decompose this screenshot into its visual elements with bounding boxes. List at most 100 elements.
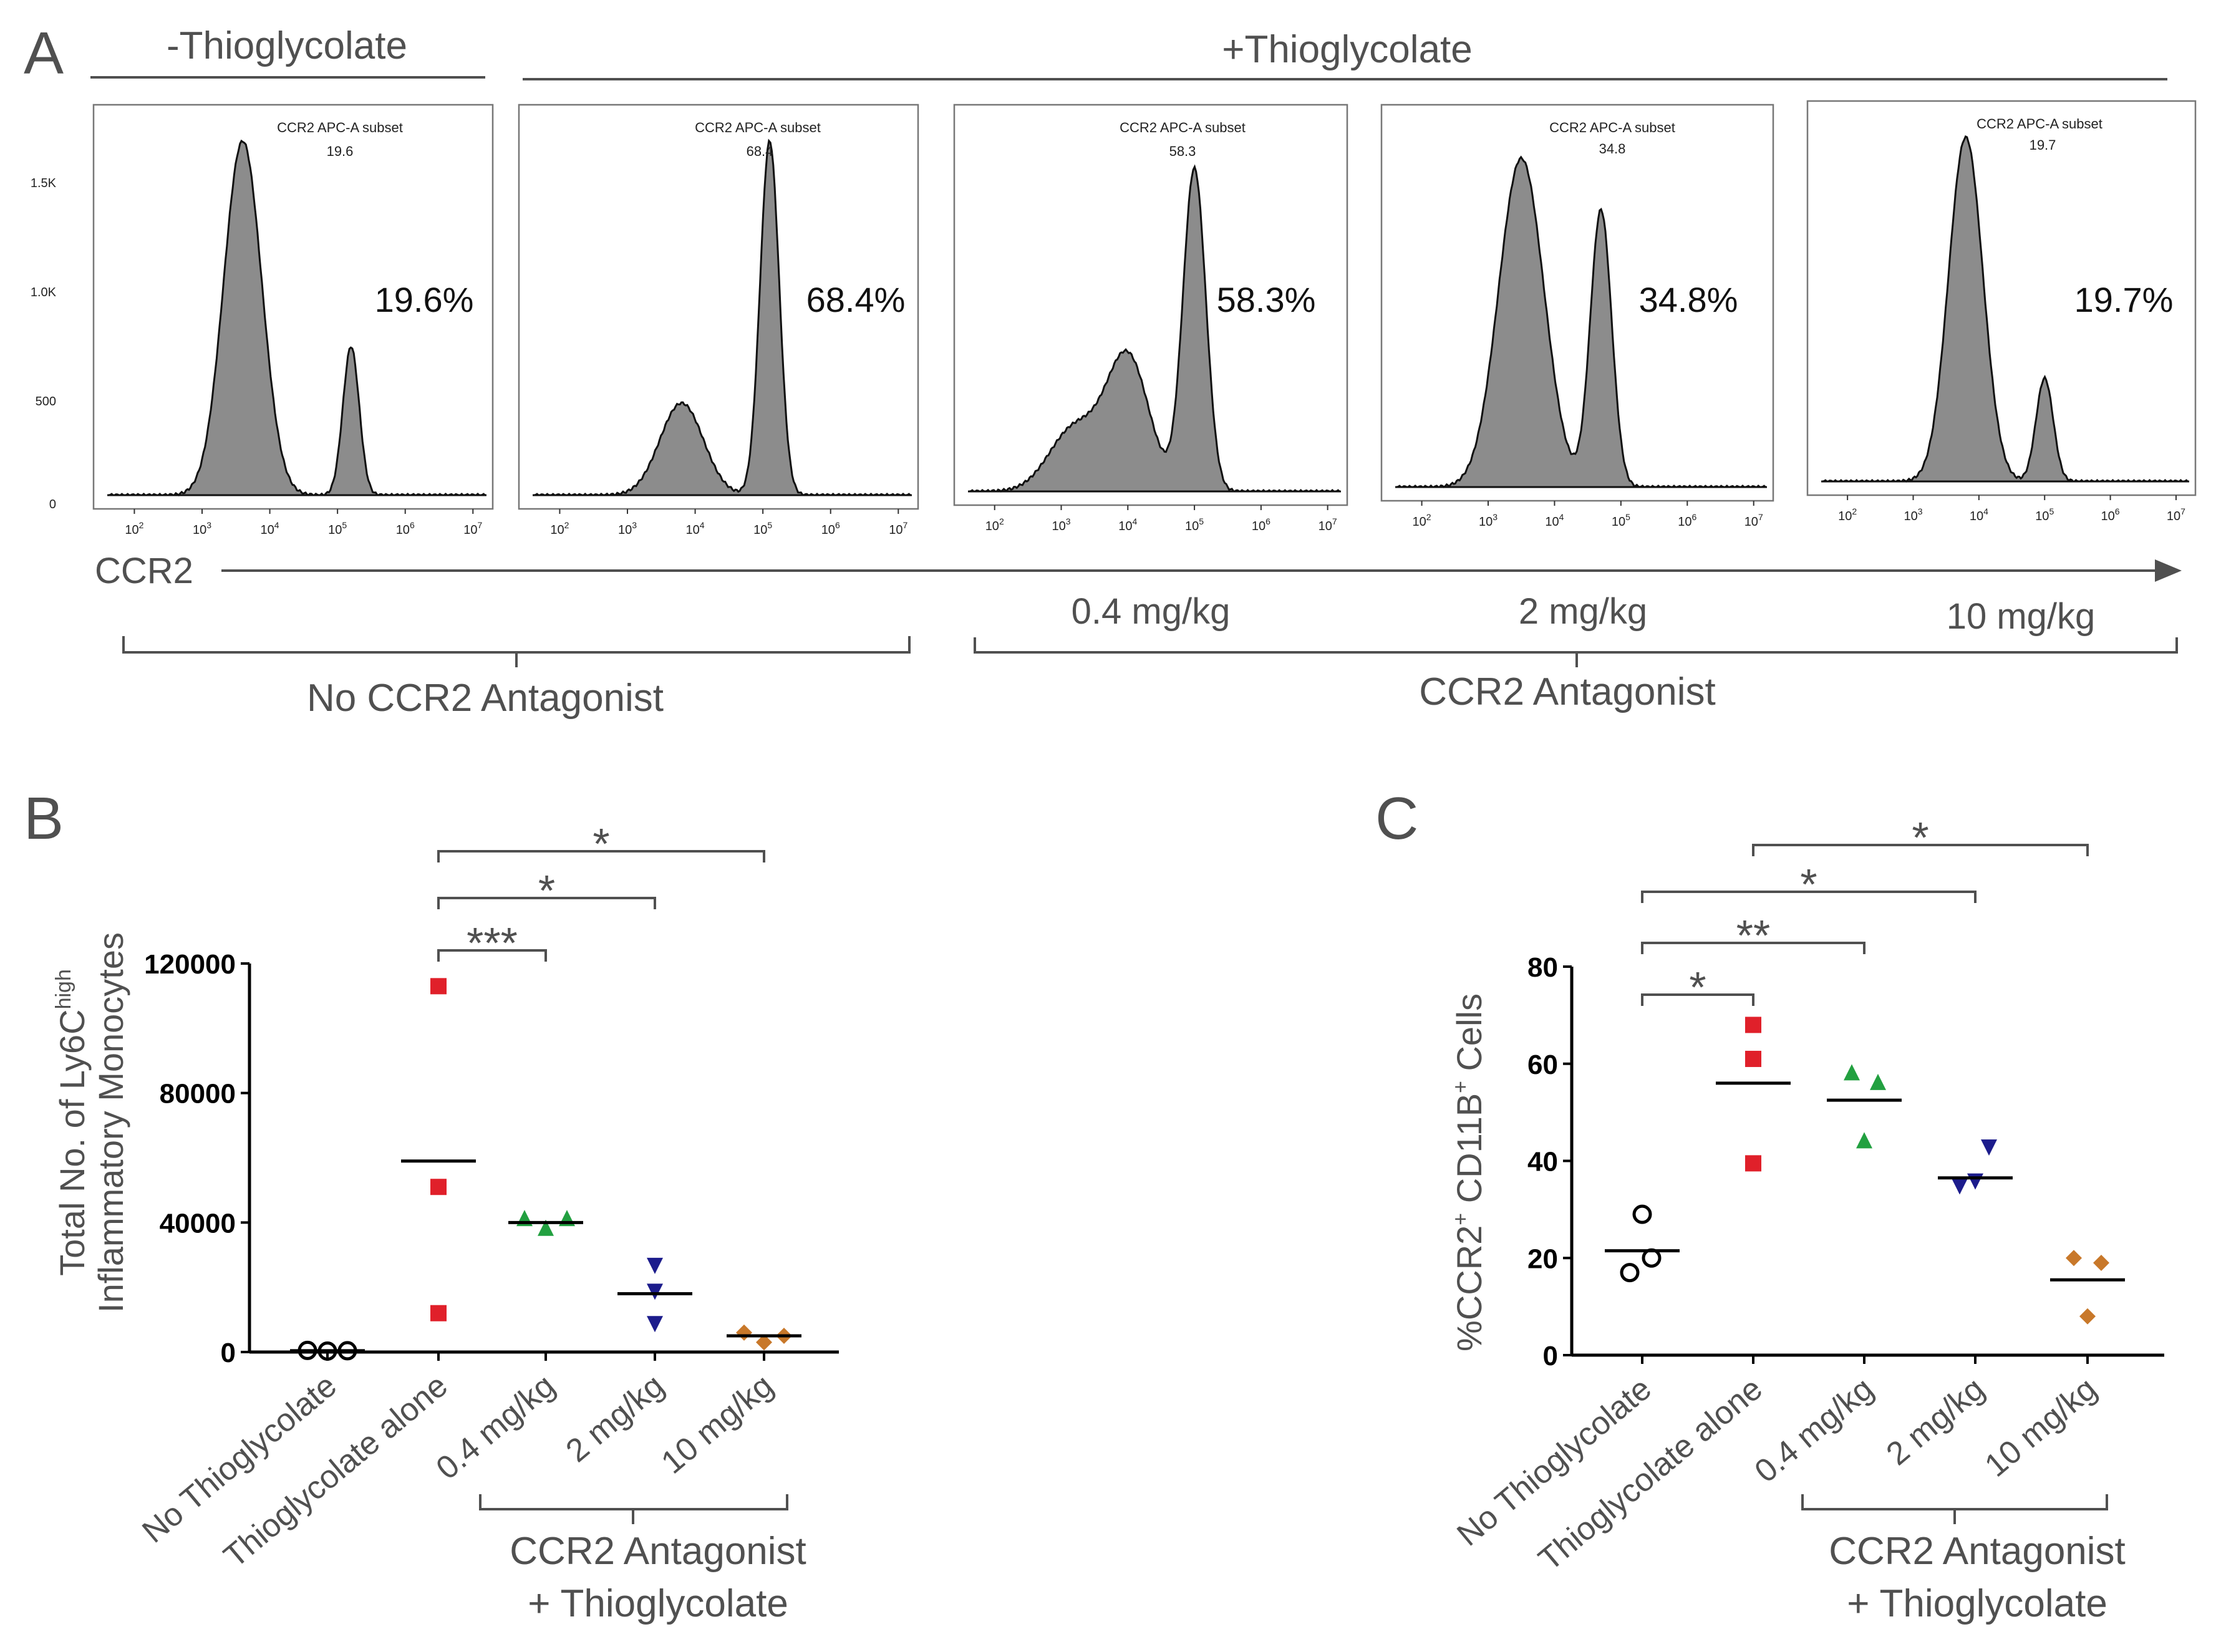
x-tick-label: 106 [1252, 516, 1270, 533]
x-tick-label: 104 [1545, 512, 1564, 529]
data-point [430, 1305, 447, 1321]
histogram-1: CCR2 APC-A subset 19.6 19.6% 1.5K 1.0K 5… [31, 104, 494, 511]
significance-label: ** [1736, 911, 1770, 960]
x-tick-label: 104 [686, 520, 705, 537]
group-label-line1: CCR2 Antagonist [510, 1530, 806, 1573]
data-point [1620, 1263, 1640, 1283]
dose-label: 0.4 mg/kg [1072, 591, 1231, 632]
data-point [1967, 1173, 1983, 1190]
data-point [647, 1283, 663, 1300]
x-tick-label: 102 [550, 520, 569, 537]
group-label-line2: + Thioglycolate [1847, 1582, 2107, 1625]
category-label: 2 mg/kg [559, 1368, 671, 1469]
data-point [1745, 1017, 1761, 1033]
x-tick-label: 103 [193, 520, 211, 537]
chart-b-marks [290, 978, 801, 1361]
dose-label: 2 mg/kg [1519, 591, 1647, 632]
x-tick-label: 102 [1413, 512, 1431, 529]
chart-c-ylabel: %CCR2+ CD11B+ Cells [1449, 993, 1489, 1351]
gate-name: CCR2 APC-A subset [1120, 120, 1246, 135]
y-tick-labels: 1.5K 1.0K 500 0 [31, 176, 57, 511]
significance-bracket [437, 850, 765, 862]
data-point [2093, 1255, 2109, 1272]
x-tick-label: 105 [1185, 516, 1204, 533]
ylabel-sup: + [1449, 1081, 1473, 1093]
y-tick-label: 20 [1527, 1244, 1558, 1274]
gate-value: 58.3 [1169, 143, 1196, 159]
y-tick-label: 80 [1527, 952, 1558, 983]
chart-c-axes: 0 20 40 60 80 [1527, 952, 2164, 1371]
header-plus-thioglycolate: +Thioglycolate [1222, 28, 1473, 71]
category-label: 0.4 mg/kg [1748, 1371, 1880, 1490]
x-tick-label: 105 [1612, 512, 1630, 529]
significance-label: * [593, 819, 609, 868]
gate-name: CCR2 APC-A subset [1977, 116, 2102, 132]
gate-name: CCR2 APC-A subset [1549, 120, 1675, 135]
bracket-no-antagonist: No CCR2 Antagonist [122, 636, 911, 720]
panel-a-label: A [24, 20, 64, 87]
x-tick-label: 104 [261, 520, 279, 537]
y-tick-label: 1.5K [31, 176, 57, 190]
data-point [1844, 1064, 1860, 1081]
x-tick-label: 105 [328, 520, 347, 537]
y-tick-label: 40 [1527, 1147, 1558, 1177]
y-tick-label: 0 [49, 498, 56, 511]
x-tick-label: 103 [1479, 512, 1498, 529]
svg-text:Total No. of Ly6Chigh: Total No. of Ly6Chigh [52, 969, 92, 1276]
gate-percent: 19.6% [375, 280, 474, 319]
histogram-curve [533, 138, 912, 496]
ylabel-prefix: %CCR2 [1449, 1225, 1489, 1351]
histogram-frame [92, 104, 494, 510]
histogram-5: CCR2 APC-A subset 19.7 19.7% [1806, 100, 2197, 496]
significance-bracket [1641, 942, 1865, 954]
data-point [2066, 1250, 2082, 1267]
histogram-curve [1821, 135, 2189, 483]
y-tick-label: 1.0K [31, 286, 57, 299]
x-tick-label: 107 [463, 520, 482, 537]
ccr2-axis-arrowhead [2155, 559, 2182, 582]
significance-label: * [1800, 860, 1817, 909]
significance-bracket [1752, 844, 2089, 856]
gate-name: CCR2 APC-A subset [277, 120, 403, 135]
gate-name: CCR2 APC-A subset [695, 120, 821, 135]
histogram-panels: CCR2 APC-A subset 19.6 19.6% 1.5K 1.0K 5… [31, 100, 2197, 537]
x-tick-label: 105 [2035, 506, 2054, 523]
significance-label: * [1689, 963, 1706, 1012]
ylabel-main: Total No. of Ly6C [52, 1009, 92, 1275]
x-tick-label: 106 [821, 520, 840, 537]
data-point [538, 1219, 554, 1236]
panel-c-label: C [1375, 785, 1418, 852]
bracket-line [122, 636, 911, 667]
x-tick-label: 102 [985, 516, 1004, 533]
x-tick-label: 103 [1904, 506, 1922, 523]
category-label: 10 mg/kg [1978, 1371, 2104, 1484]
data-point [1745, 1155, 1761, 1172]
significance-bracket [1641, 891, 1977, 903]
gate-percent: 34.8% [1639, 280, 1738, 319]
y-tick-label: 120000 [144, 949, 236, 980]
data-point [430, 1179, 447, 1196]
ylabel-suffix: Cells [1449, 993, 1489, 1081]
data-point [647, 1257, 663, 1274]
significance-label: * [538, 866, 555, 915]
data-point [1981, 1139, 1997, 1156]
chart-c-significance: ***** [1641, 813, 2089, 1012]
data-point [1642, 1248, 1662, 1268]
category-label: 2 mg/kg [1880, 1371, 1991, 1472]
ylabel-sup: high [52, 969, 75, 1009]
histogram-2: CCR2 APC-A subset 68.4 68.4% [518, 104, 919, 510]
gate-percent: 19.7% [2074, 280, 2174, 319]
ylabel-line2: Inflammatory Monocytes [91, 932, 130, 1313]
y-tick-label: 0 [221, 1338, 236, 1368]
x-tick-label: 104 [1970, 506, 1988, 523]
x-tick-label: 102 [1838, 506, 1857, 523]
ylabel-mid: CD11B [1449, 1093, 1489, 1213]
bracket-line [479, 1494, 788, 1524]
x-tick-label: 106 [396, 520, 415, 537]
data-point [1856, 1132, 1872, 1149]
gate-value: 19.6 [327, 143, 354, 159]
histogram-frame [1806, 100, 2197, 496]
gate-percent: 58.3% [1217, 280, 1316, 319]
